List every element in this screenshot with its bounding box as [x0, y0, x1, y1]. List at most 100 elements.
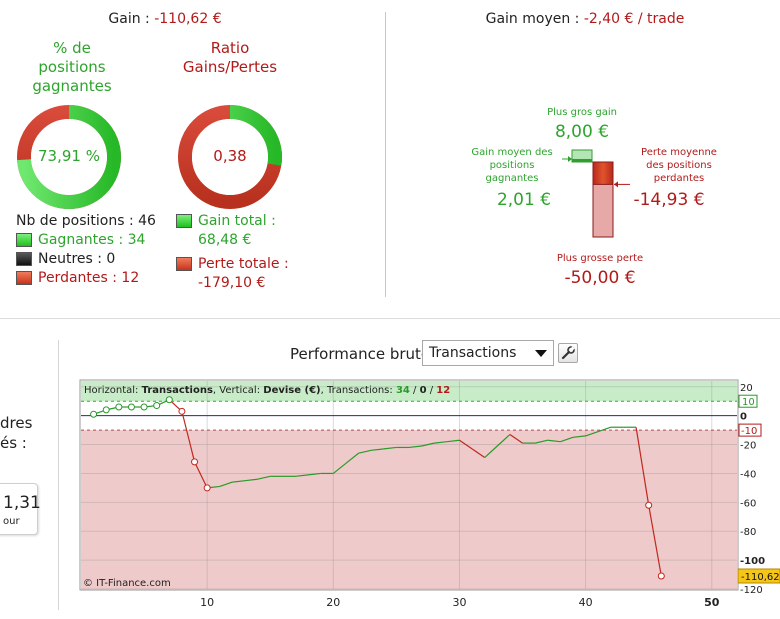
series-segment [635, 427, 650, 506]
x-tick-label: 20 [326, 596, 340, 609]
gain-total-label: Gain total : [198, 213, 276, 229]
series-segment [547, 439, 561, 443]
profit-zone [81, 381, 737, 402]
avg-loss-bar [592, 161, 614, 185]
y-tick-label: -80 [740, 527, 756, 538]
gain-label: Gain : [108, 11, 155, 27]
gain-moyen-desc-line: gagnantes [485, 173, 539, 184]
perte-moyenne-desc-line: Perte moyenne [641, 147, 717, 158]
y-tick-label: -40 [740, 469, 756, 480]
gl-ratio-value: 0,38 [213, 147, 247, 165]
stats-bars [562, 149, 630, 238]
side-card-value: 1,31 [3, 493, 41, 513]
wrench-button[interactable] [558, 343, 578, 363]
gain-moyen-value: -2,40 € / trade [583, 11, 685, 27]
x-tick-label: 50 [704, 596, 720, 609]
series-segment [648, 505, 662, 577]
plus-grosse-perte-label: Plus grosse perte [556, 253, 644, 264]
win-ratio-donut [17, 105, 121, 209]
gl-ratio-donut-center [192, 119, 268, 195]
legend-perdantes-label: Perdantes : 12 [38, 270, 140, 286]
green-swatch-icon [16, 233, 32, 247]
plus-gros-gain-label: Plus gros gain [547, 107, 617, 118]
series-segment [219, 481, 233, 488]
gain-moyen-desc: Gain moyen des positions gagnantes [462, 146, 562, 185]
gl-ratio-title-line: Ratio [210, 39, 250, 57]
copyright: © IT-Finance.com [83, 578, 171, 589]
perte-totale: Perte totale : [176, 256, 289, 272]
gain-moyen-desc-line: positions [489, 160, 535, 171]
series-segment [446, 439, 460, 443]
series-point [203, 484, 211, 492]
gl-ratio-donut [178, 105, 282, 209]
side-panel-text: dres és : [0, 413, 32, 453]
info-transactions-label: , Transactions: [321, 385, 396, 396]
avg-gain-arrowhead-icon [568, 155, 572, 162]
loss-zone [81, 430, 737, 589]
series-point [165, 396, 173, 404]
series-segment [295, 474, 309, 477]
perte-moyenne-desc-line: perdantes [653, 173, 705, 184]
series-segment [308, 472, 321, 476]
y-tick-label: -120 [740, 585, 763, 596]
series-segment [421, 442, 435, 447]
series-segment [232, 480, 246, 483]
perte-totale-value: -179,10 € [198, 275, 266, 291]
info-horizontal-value: Transactions [142, 385, 213, 396]
gain-moyen-label: Gain moyen : [485, 11, 584, 27]
x-tick-label: 40 [579, 596, 593, 609]
x-tick-label: 30 [452, 596, 466, 609]
perte-totale-label: Perte totale : [198, 256, 289, 272]
gl-ratio-title: Ratio Gains/Pertes [160, 39, 300, 77]
last-value-label: -110,62 [741, 572, 780, 583]
performance-title: Performance brute [290, 345, 431, 363]
gain-summary: Gain : -110,62 € [0, 11, 330, 27]
green-swatch-icon [176, 214, 192, 228]
avg-gain-bar [572, 158, 592, 162]
win-ratio-title-line: gagnantes [32, 77, 112, 95]
series-point [115, 403, 123, 411]
series-segment [509, 433, 523, 444]
win-ratio-donut-center [31, 119, 107, 195]
avg-loss-arrowhead-icon [614, 181, 618, 188]
positions-total: Nb de positions : 46 [16, 213, 156, 229]
series-segment [560, 436, 574, 443]
series-segment [572, 435, 586, 438]
series-segment [257, 475, 271, 480]
red-swatch-icon [176, 257, 192, 271]
series-point [127, 403, 135, 411]
series-point [102, 406, 110, 414]
top-divider [385, 12, 386, 297]
y-tick-label: -60 [740, 498, 756, 509]
threshold-high-label: 10 [742, 397, 755, 408]
side-panel-line: és : [0, 434, 27, 452]
series-segment [181, 411, 196, 463]
info-vertical-label: , Vertical: [213, 385, 263, 396]
series-segment [193, 461, 208, 489]
info-horizontal-label: Horizontal: [84, 385, 142, 396]
series-segment [345, 452, 359, 464]
legend-neutres: Neutres : 0 [16, 251, 115, 267]
series-point [191, 458, 199, 466]
series-segment [459, 439, 473, 450]
info-win-count: 34 [396, 385, 410, 396]
black-swatch-icon [16, 252, 32, 266]
x-axis: 10 20 30 40 50 [200, 596, 720, 609]
series-segment [371, 448, 384, 451]
gain-moyen-summary: Gain moyen : -2,40 € / trade [390, 11, 780, 27]
plus-gros-gain-value: 8,00 € [554, 122, 610, 142]
info-sep: / [410, 385, 420, 396]
section-divider [0, 318, 780, 319]
series-segment [383, 446, 397, 450]
series-segment [535, 439, 548, 444]
bottom-divider [58, 340, 59, 610]
series-point [140, 403, 148, 411]
transactions-select[interactable]: Transactions [422, 340, 554, 366]
threshold-high-badge [738, 394, 758, 408]
gl-ratio-donut-arc [178, 105, 282, 209]
info-neutral-count: 0 [420, 385, 427, 396]
gl-ratio-title-line: Gains/Pertes [182, 58, 278, 76]
info-vertical-value: Devise (€) [263, 385, 320, 396]
legend-perdantes: Perdantes : 12 [16, 270, 139, 286]
